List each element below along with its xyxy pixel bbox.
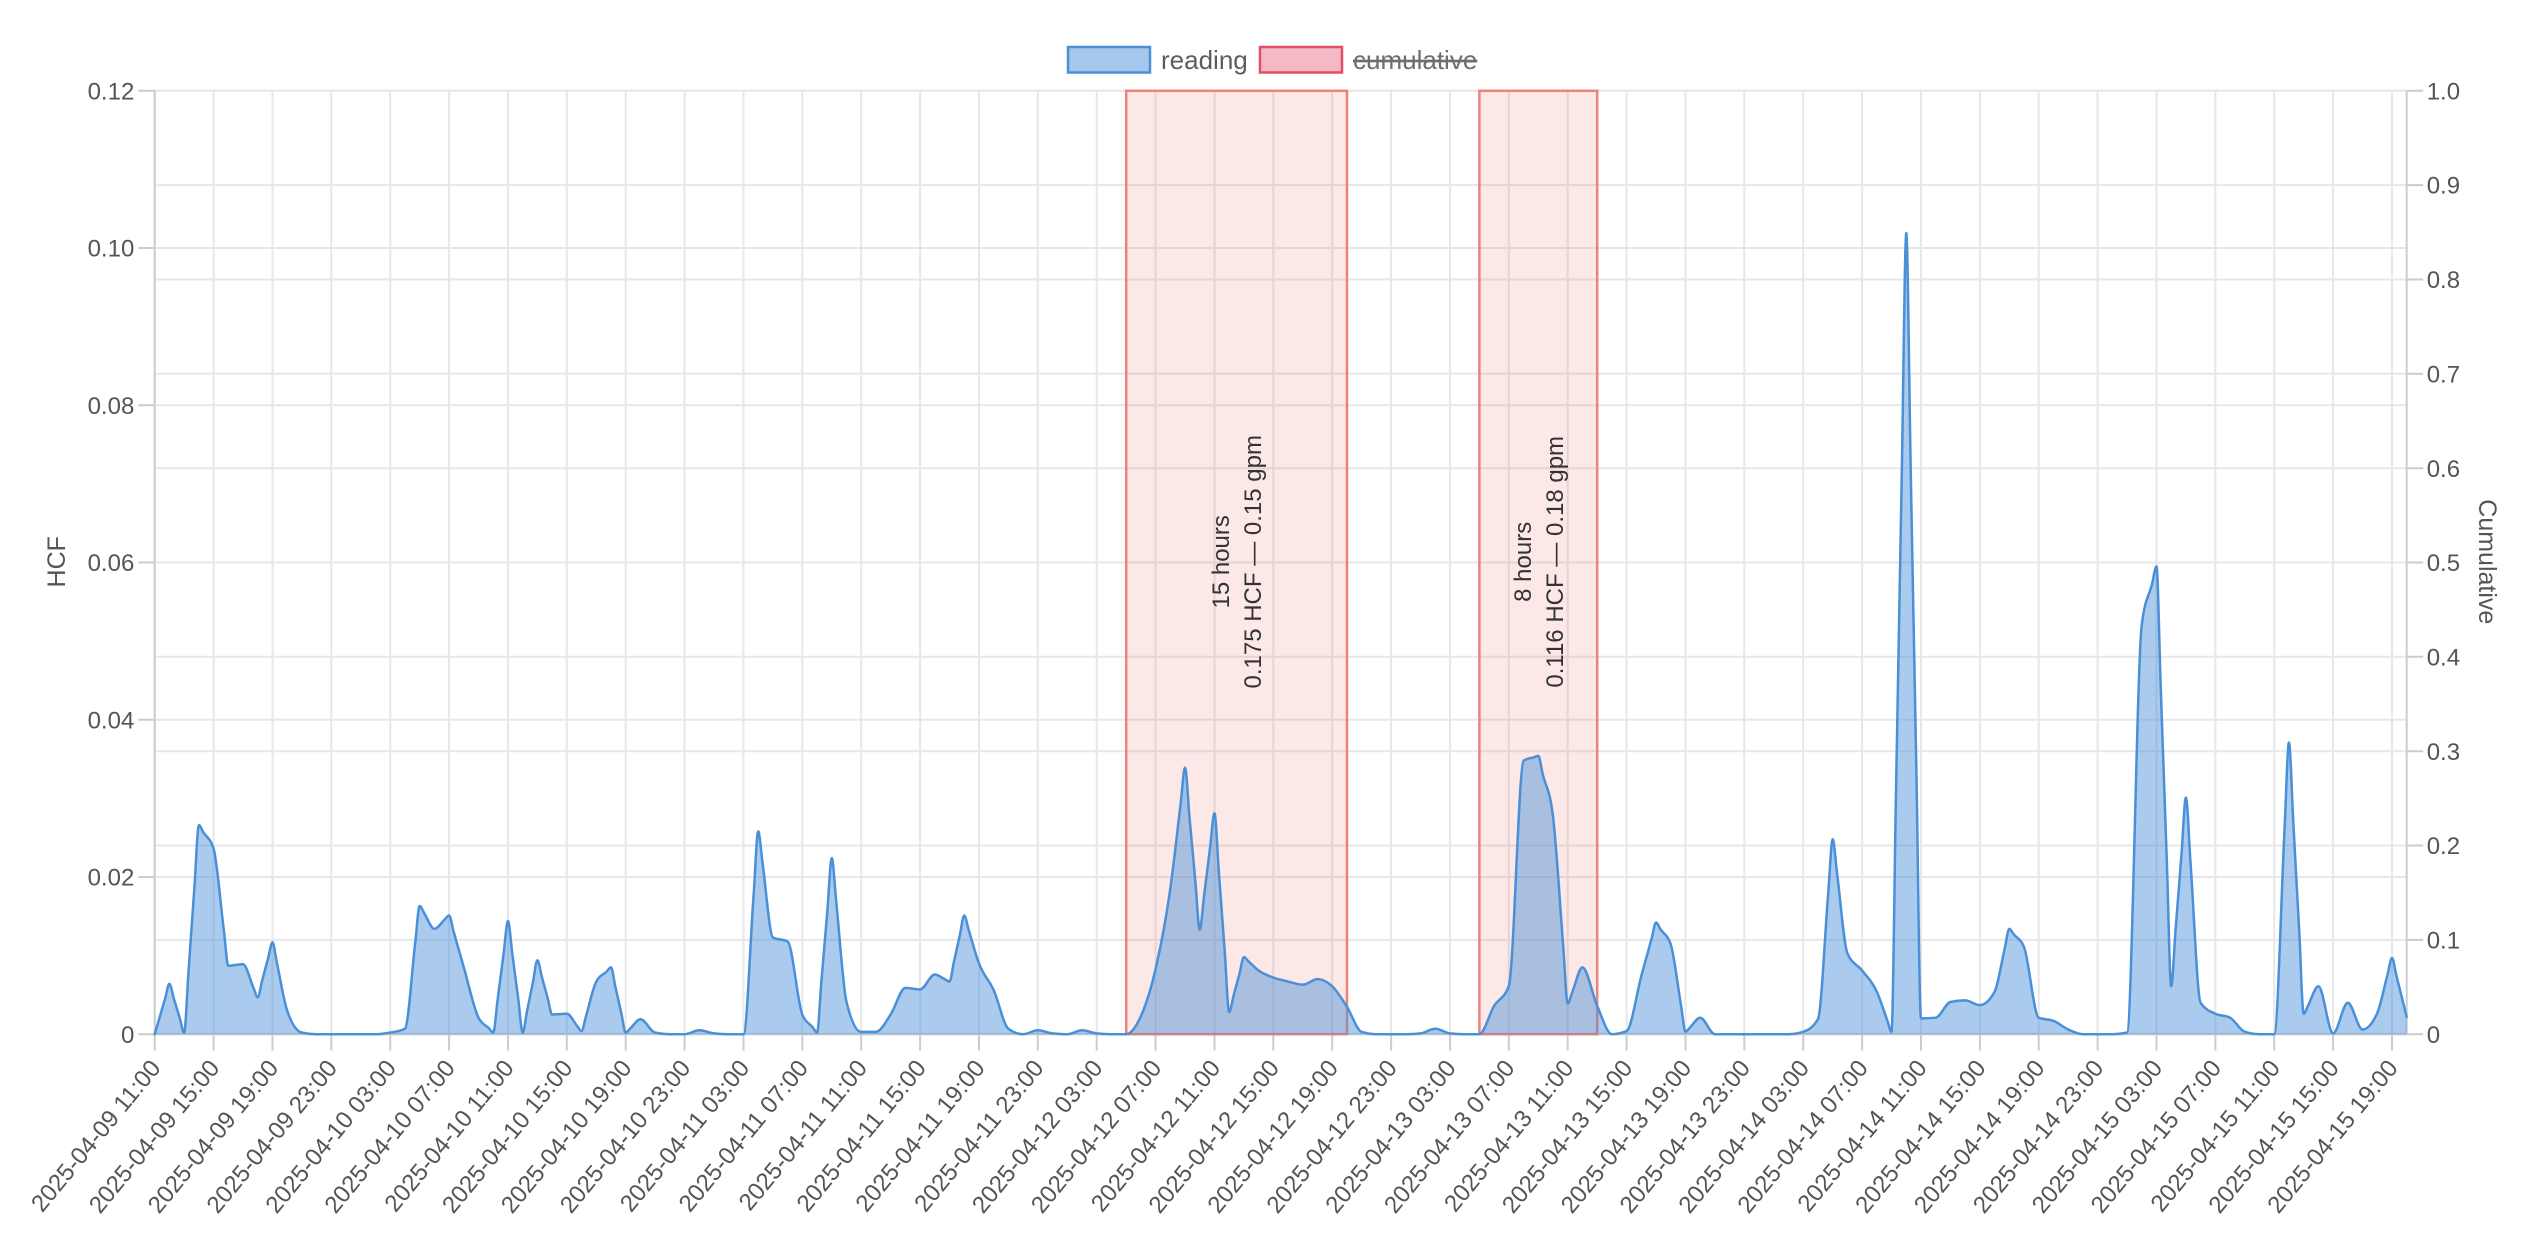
svg-text:reading: reading xyxy=(1161,45,1248,75)
svg-text:0: 0 xyxy=(2427,1022,2440,1049)
svg-text:0.5: 0.5 xyxy=(2427,550,2460,577)
svg-text:0.06: 0.06 xyxy=(88,550,135,577)
svg-text:Cumulative: Cumulative xyxy=(2473,499,2501,624)
svg-text:0.175 HCF — 0.15 gpm: 0.175 HCF — 0.15 gpm xyxy=(1240,435,1267,688)
svg-text:0.1: 0.1 xyxy=(2427,928,2460,955)
svg-text:0.9: 0.9 xyxy=(2427,173,2460,200)
svg-text:cumulative: cumulative xyxy=(1353,45,1477,75)
svg-text:0.02: 0.02 xyxy=(88,865,135,892)
svg-text:0.08: 0.08 xyxy=(88,393,135,420)
svg-text:0.116 HCF — 0.18 gpm: 0.116 HCF — 0.18 gpm xyxy=(1542,436,1569,688)
svg-text:0.10: 0.10 xyxy=(88,236,135,263)
svg-text:15 hours: 15 hours xyxy=(1208,515,1235,608)
svg-text:0.4: 0.4 xyxy=(2427,644,2460,671)
svg-text:0.12: 0.12 xyxy=(88,78,135,105)
svg-text:0.7: 0.7 xyxy=(2427,361,2460,388)
svg-text:0: 0 xyxy=(121,1022,134,1049)
svg-text:0.8: 0.8 xyxy=(2427,267,2460,294)
svg-text:0.04: 0.04 xyxy=(88,707,135,734)
svg-text:0.2: 0.2 xyxy=(2427,833,2460,860)
svg-text:0.6: 0.6 xyxy=(2427,456,2460,483)
svg-text:0.3: 0.3 xyxy=(2427,739,2460,766)
svg-text:HCF: HCF xyxy=(43,536,71,587)
svg-text:8 hours: 8 hours xyxy=(1510,522,1537,602)
svg-text:1.0: 1.0 xyxy=(2427,78,2460,105)
